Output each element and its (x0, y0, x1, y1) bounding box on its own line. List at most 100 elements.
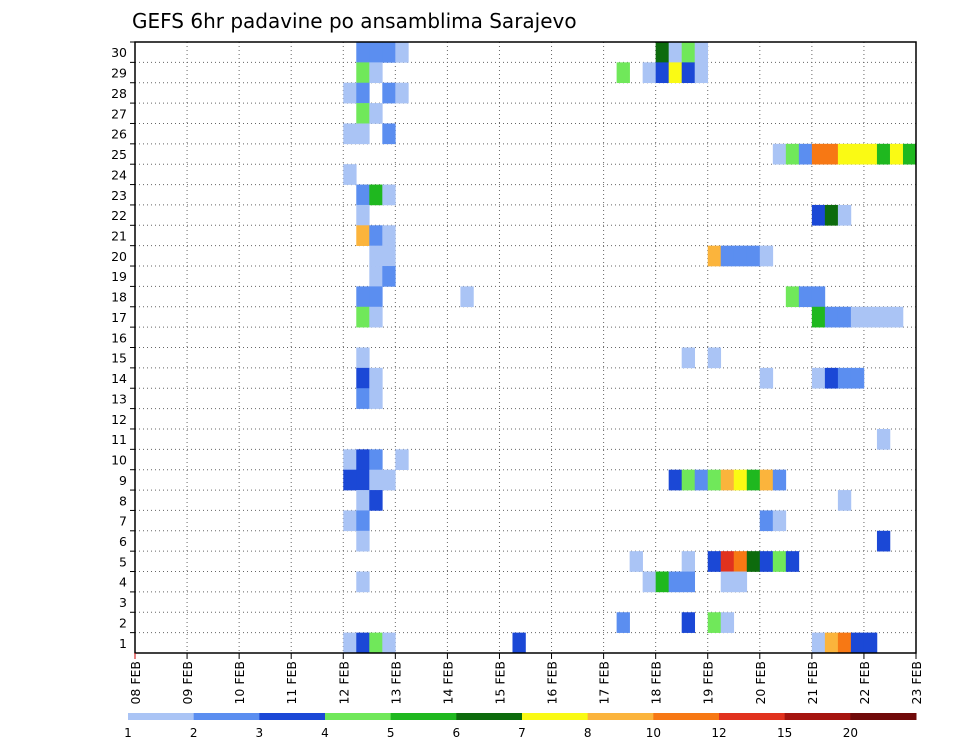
x-tick-label: 20 FEB (753, 661, 768, 705)
chart-title: GEFS 6hr padavine po ansamblima Sarajevo (132, 9, 577, 33)
precipitation-cell (798, 143, 813, 165)
y-axis-member-ticks: 1234567891011121314151617181920212223242… (111, 41, 135, 651)
precipitation-cell (707, 551, 722, 572)
precipitation-cell (668, 62, 682, 84)
y-tick-label: 3 (119, 595, 127, 610)
precipitation-cell (746, 469, 761, 491)
colorbar-label: 10 (646, 726, 661, 740)
colorbar-swatch (784, 713, 851, 720)
precipitation-cell (395, 42, 409, 63)
colorbar-swatch (325, 713, 392, 720)
precipitation-cell (759, 510, 774, 532)
precipitation-cell (395, 449, 409, 470)
precipitation-cell (356, 388, 370, 409)
precipitation-cell (369, 632, 383, 654)
y-tick-label: 17 (111, 310, 127, 325)
precipitation-cell (850, 143, 865, 165)
precipitation-cell (369, 490, 383, 511)
precipitation-cell (759, 469, 774, 491)
precipitation-cell (668, 571, 682, 593)
precipitation-cell (343, 82, 357, 104)
precipitation-cell (785, 143, 800, 165)
precipitation-cell (811, 306, 826, 328)
precipitation-cell (863, 306, 878, 328)
y-tick-label: 16 (111, 330, 127, 345)
precipitation-cell (824, 632, 839, 654)
precipitation-cell (356, 225, 370, 246)
y-tick-label: 4 (119, 575, 127, 590)
y-tick-label: 14 (111, 371, 127, 386)
colorbar-label: 3 (256, 726, 264, 740)
precipitation-cell (655, 62, 669, 84)
precipitation-cell (746, 551, 761, 572)
y-tick-label: 9 (119, 473, 127, 488)
precipitation-cell (863, 143, 878, 165)
precipitation-cell (850, 367, 865, 389)
colorbar-label: 7 (518, 726, 526, 740)
precipitation-cell (395, 82, 409, 104)
precipitation-cell (720, 245, 735, 267)
precipitation-cell (733, 551, 748, 572)
colorbar-label: 2 (190, 726, 198, 740)
precipitation-cell (785, 286, 800, 308)
colorbar-swatch (128, 713, 195, 720)
colorbar-label: 12 (711, 726, 726, 740)
colorbar-swatch (850, 713, 917, 720)
precipitation-cell (356, 184, 370, 206)
precipitation-cell (382, 42, 396, 63)
precipitation-cell (746, 245, 761, 267)
precipitation-cell (772, 469, 787, 491)
precipitation-cell (343, 632, 357, 654)
precipitation-cell (707, 347, 722, 369)
precipitation-cell (772, 143, 787, 165)
colorbar-swatch (390, 713, 457, 720)
y-tick-label: 15 (111, 351, 127, 366)
precipitation-cell (902, 143, 917, 165)
y-tick-label: 22 (111, 208, 127, 223)
precipitation-cell (642, 62, 656, 84)
precipitation-cell (369, 286, 383, 308)
precipitation-cell (837, 143, 852, 165)
precipitation-cell (356, 103, 370, 124)
precipitation-cell (681, 347, 696, 369)
precipitation-cell (876, 306, 891, 328)
precipitation-cell (369, 449, 383, 470)
colorbar-swatch (653, 713, 720, 720)
precipitation-cell (369, 306, 383, 328)
precipitation-cell (356, 367, 370, 389)
precipitation-cell (616, 612, 630, 633)
precipitation-cell (863, 632, 878, 654)
precipitation-cell (629, 551, 643, 572)
precipitation-cell (356, 510, 370, 532)
precipitation-cell (356, 204, 370, 226)
precipitation-cell (343, 510, 357, 532)
precipitation-cell (356, 469, 370, 491)
precipitation-cell (876, 428, 891, 450)
y-tick-label: 20 (111, 249, 127, 264)
y-tick-label: 1 (119, 636, 127, 651)
x-tick-label: 14 FEB (440, 661, 455, 705)
precipitation-cell (369, 469, 383, 491)
precipitation-cell (876, 530, 891, 552)
precipitation-cell (733, 571, 748, 593)
precipitation-cell (824, 143, 839, 165)
precipitation-cell (356, 449, 370, 470)
y-tick-label: 27 (111, 106, 127, 121)
x-tick-label: 08 FEB (128, 661, 143, 705)
colorbar-swatch (522, 713, 589, 720)
precipitation-cell (824, 367, 839, 389)
precipitation-cell (668, 42, 682, 63)
y-tick-label: 29 (111, 66, 127, 81)
y-tick-label: 5 (119, 554, 127, 569)
precipitation-cell (343, 449, 357, 470)
precipitation-cell (720, 571, 735, 593)
precipitation-cell (798, 286, 813, 308)
precipitation-cell (811, 367, 826, 389)
colorbar-swatch (193, 713, 260, 720)
x-tick-label: 09 FEB (180, 661, 195, 705)
precipitation-cell (655, 571, 669, 593)
precipitation-cell (837, 204, 852, 226)
colorbar-swatch (259, 713, 326, 720)
colorbar: 1 2 3 4 5 6 7 8 10 12 15 20 (124, 713, 917, 740)
